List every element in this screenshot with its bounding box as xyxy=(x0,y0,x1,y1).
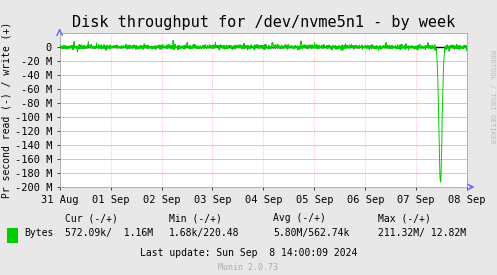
Text: Munin 2.0.73: Munin 2.0.73 xyxy=(219,263,278,272)
Text: 572.09k/  1.16M: 572.09k/ 1.16M xyxy=(65,228,153,238)
Text: Avg (-/+): Avg (-/+) xyxy=(273,213,326,223)
Y-axis label: Pr second read (-) / write (+): Pr second read (-) / write (+) xyxy=(1,22,12,198)
Text: Min (-/+): Min (-/+) xyxy=(169,213,222,223)
Text: 5.80M/562.74k: 5.80M/562.74k xyxy=(273,228,350,238)
Text: 211.32M/ 12.82M: 211.32M/ 12.82M xyxy=(378,228,466,238)
Text: 1.68k/220.48: 1.68k/220.48 xyxy=(169,228,240,238)
Title: Disk throughput for /dev/nvme5n1 - by week: Disk throughput for /dev/nvme5n1 - by we… xyxy=(72,15,455,31)
Text: Bytes: Bytes xyxy=(24,228,53,238)
Text: Cur (-/+): Cur (-/+) xyxy=(65,213,117,223)
Text: Max (-/+): Max (-/+) xyxy=(378,213,430,223)
Text: Last update: Sun Sep  8 14:00:09 2024: Last update: Sun Sep 8 14:00:09 2024 xyxy=(140,248,357,258)
Text: RRDTOOL / TOBI OETIKER: RRDTOOL / TOBI OETIKER xyxy=(489,50,495,143)
